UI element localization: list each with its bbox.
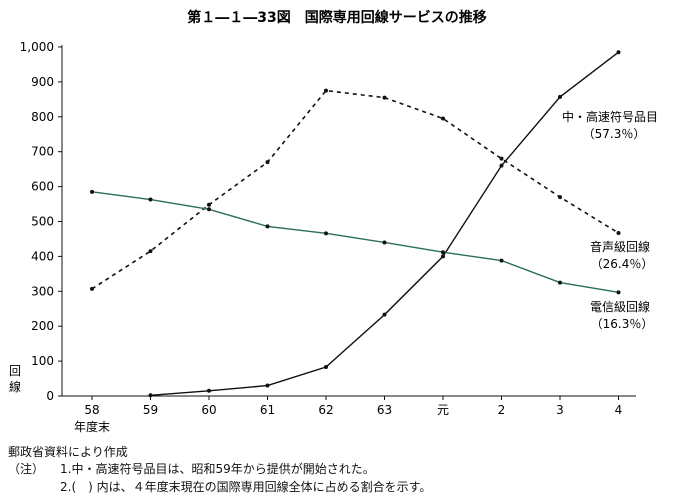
series-label-voice-grade: 音声級回線 [590, 239, 650, 254]
data-point-telegraph-grade [265, 224, 270, 229]
data-point-voice-grade [207, 202, 211, 207]
data-point-telegraph-grade [324, 231, 328, 236]
series-label-telegraph-grade: 電信級回線 [590, 299, 650, 314]
data-point-medium-high-speed [382, 312, 387, 317]
data-point-voice-grade [441, 116, 445, 121]
footnote-1: 1.中・高速符号品目は、昭和59年から提供が開始された。 [60, 462, 375, 476]
x-first-suffix: 年度末 [74, 419, 110, 434]
y-axis-unit-label: 回線 [9, 364, 21, 394]
series-label-layer: 中・高速符号品目 （57.3％） 音声級回線 （26.4％） 電信級回線 （16… [562, 109, 658, 331]
x-tick-label: 58 [84, 403, 99, 417]
x-tick-label: 4 [615, 403, 623, 417]
y-tick-label: 1,000 [20, 40, 54, 54]
data-point-medium-high-speed [265, 383, 270, 388]
x-tick-group: 58 59 60 61 62 63 元 2 3 4 [84, 396, 622, 417]
series-share-telegraph-grade: （16.3％） [591, 317, 654, 331]
data-point-medium-high-speed [148, 393, 153, 398]
data-point-voice-grade [324, 88, 328, 93]
y-tick-label: 600 [31, 180, 54, 194]
y-tick-group: 0 100 200 300 400 500 600 700 800 900 1,000 [20, 40, 62, 403]
series-layer [90, 50, 621, 398]
x-tick-label: 2 [498, 403, 506, 417]
data-point-telegraph-grade [207, 207, 211, 212]
data-point-voice-grade [148, 249, 153, 254]
source-note: 郵政省資料により作成 [8, 445, 128, 459]
data-point-voice-grade [499, 156, 504, 161]
y-tick-label: 800 [31, 110, 54, 124]
series-label-medium-high-speed: 中・高速符号品目 [562, 109, 658, 124]
y-tick-label: 200 [31, 319, 54, 333]
chart-title: 第１―１―33図 国際専用回線サービスの推移 [187, 9, 486, 26]
y-tick-label: 100 [31, 354, 54, 368]
data-point-medium-high-speed [324, 365, 328, 370]
data-point-voice-grade [616, 231, 621, 236]
series-line-telegraph-grade [91, 191, 619, 294]
note-label: （注） [8, 462, 45, 476]
y-tick-label: 0 [46, 389, 54, 403]
data-point-voice-grade [90, 286, 94, 291]
data-point-telegraph-grade [499, 258, 504, 263]
series-line-voice-grade [91, 89, 619, 290]
data-point-medium-high-speed [207, 388, 211, 393]
data-point-telegraph-grade [616, 290, 621, 295]
data-point-medium-high-speed [558, 94, 562, 99]
x-tick-label: 63 [377, 403, 392, 417]
data-point-telegraph-grade [382, 240, 387, 245]
data-point-voice-grade [265, 160, 270, 165]
y-tick-label: 700 [31, 145, 54, 159]
footnote-2: 2.( ) 内は、４年度末現在の国際専用回線全体に占める割合を示す。 [60, 480, 432, 494]
data-point-telegraph-grade [441, 250, 445, 255]
y-tick-label: 300 [31, 284, 54, 298]
x-tick-label: 元 [437, 403, 449, 417]
x-tick-label: 62 [318, 403, 333, 417]
y-tick-label: 400 [31, 249, 54, 263]
series-share-voice-grade: （26.4％） [591, 257, 654, 271]
data-point-telegraph-grade [148, 197, 153, 202]
data-point-medium-high-speed [499, 163, 504, 168]
data-point-medium-high-speed [616, 50, 621, 55]
data-point-voice-grade [382, 95, 387, 100]
x-tick-label: 59 [143, 403, 158, 417]
data-point-telegraph-grade [90, 189, 94, 194]
x-tick-label: 61 [260, 403, 275, 417]
x-tick-label: 3 [556, 403, 564, 417]
y-tick-label: 500 [31, 215, 54, 229]
x-tick-label: 60 [201, 403, 216, 417]
data-point-medium-high-speed [441, 254, 445, 259]
data-point-telegraph-grade [558, 280, 562, 285]
y-tick-label: 900 [31, 75, 54, 89]
series-share-medium-high-speed: （57.3％） [583, 127, 646, 141]
data-point-voice-grade [558, 195, 562, 200]
series-line-medium-high-speed [150, 51, 619, 396]
